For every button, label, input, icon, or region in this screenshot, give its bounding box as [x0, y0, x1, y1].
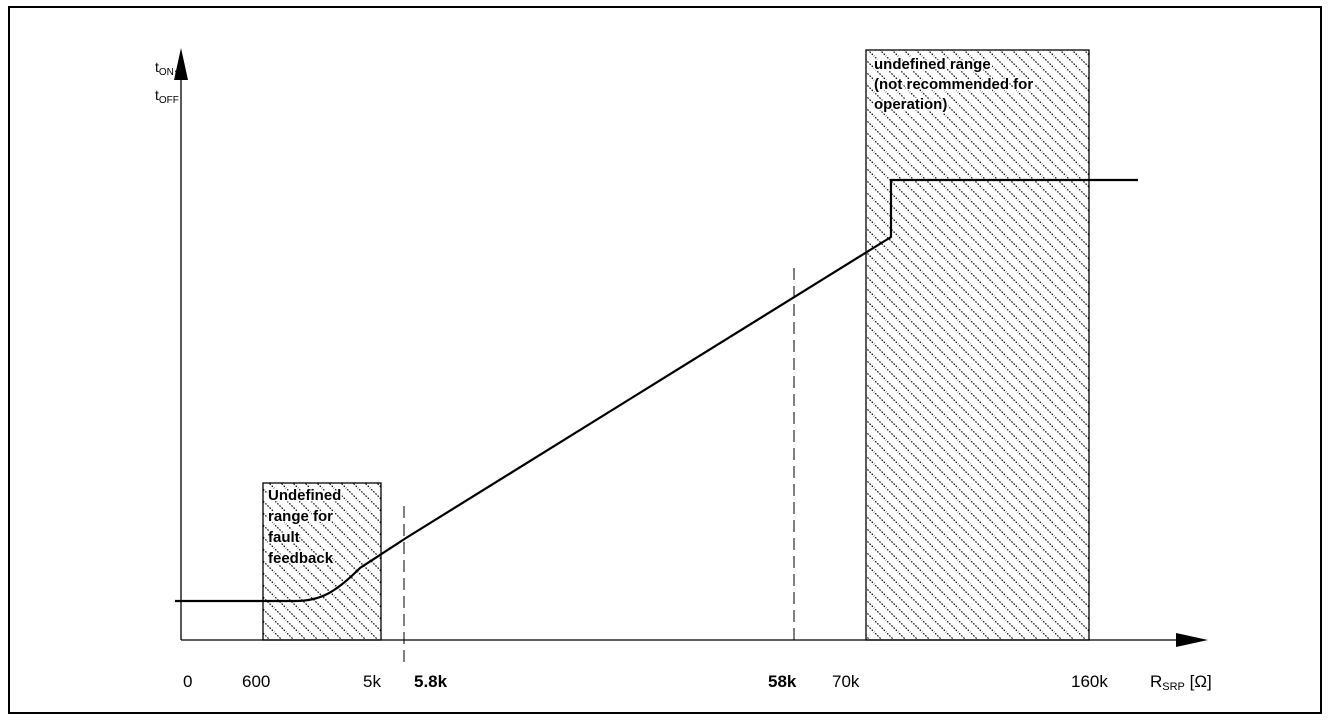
region-label: (not recommended for — [874, 76, 1033, 93]
x-tick-label: 58k — [768, 672, 797, 691]
region-label: undefined range — [874, 56, 991, 73]
x-axis-arrow — [1176, 633, 1208, 647]
x-tick-label: 5k — [363, 672, 381, 691]
y-axis-arrow — [174, 48, 188, 80]
series-line — [175, 178, 1138, 603]
y-axis-label: tON, tOFF — [155, 59, 182, 106]
region-label: range for — [268, 508, 333, 525]
undefined-range-region — [262, 482, 382, 641]
x-tick-label: 5.8k — [414, 672, 448, 691]
region-label: operation) — [874, 96, 947, 113]
region-label: feedback — [268, 550, 334, 567]
chart: Undefined range for fault feedback undefined… — [155, 48, 1212, 693]
x-tick-label: 600 — [242, 672, 270, 691]
x-tick-label: 70k — [832, 672, 860, 691]
x-tick-label: 0 — [183, 672, 192, 691]
undefined-range-region — [865, 49, 1090, 641]
region-label: fault — [268, 529, 300, 546]
region-label: Undefined — [268, 487, 341, 504]
x-axis-label: RSRP [Ω] — [1150, 672, 1212, 693]
x-tick-label: 160k — [1071, 672, 1108, 691]
chart-frame: Undefined range for fault feedback undefined… — [8, 6, 1322, 714]
